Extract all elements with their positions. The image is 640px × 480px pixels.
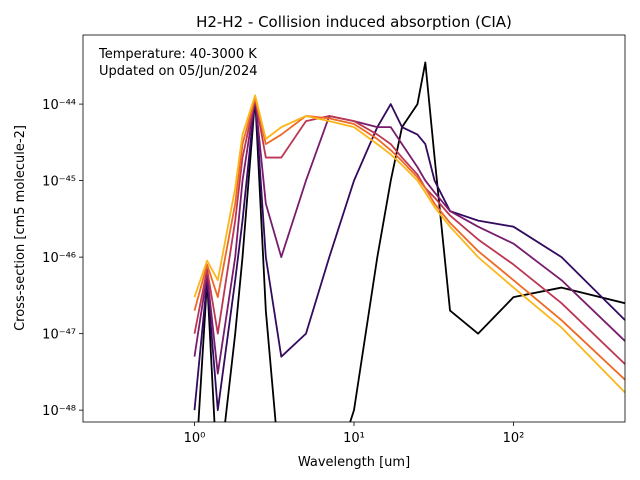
x-tick-label: 10⁰ xyxy=(184,431,206,446)
y-axis-label: Cross-section [cm5 molecule-2] xyxy=(13,125,28,331)
y-tick-label: 10⁻⁴⁵ xyxy=(42,175,76,190)
y-tick-label: 10⁻⁴⁴ xyxy=(42,98,76,113)
series-line xyxy=(193,97,625,412)
y-tick-label: 10⁻⁴⁸ xyxy=(42,404,76,419)
annotation: Temperature: 40-3000 K xyxy=(98,47,257,62)
x-tick-label: 10² xyxy=(503,431,525,446)
series-line xyxy=(197,61,625,422)
series-line xyxy=(193,94,625,394)
plot-lines xyxy=(193,61,625,422)
x-axis-label: Wavelength [um] xyxy=(298,455,410,470)
annotation: Updated on 05/Jun/2024 xyxy=(99,64,258,79)
y-tick-label: 10⁻⁴⁷ xyxy=(42,328,76,343)
chart-title: H2-H2 - Collision induced absorption (CI… xyxy=(196,13,512,31)
series-line xyxy=(193,97,625,381)
series-line xyxy=(193,97,625,375)
x-tick-label: 10¹ xyxy=(343,431,365,446)
series-line xyxy=(193,97,625,365)
y-tick-label: 10⁻⁴⁶ xyxy=(42,251,76,266)
